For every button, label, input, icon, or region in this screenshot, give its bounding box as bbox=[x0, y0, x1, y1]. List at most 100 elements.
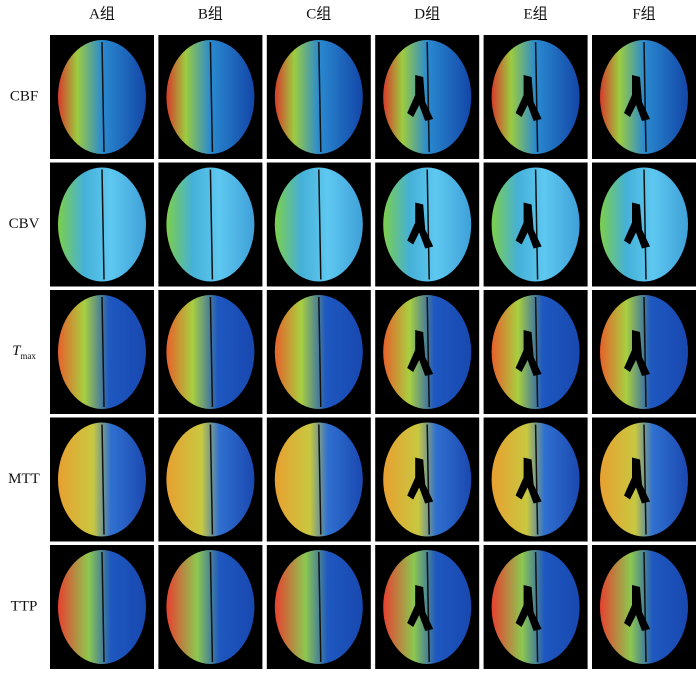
ventricle bbox=[624, 202, 650, 249]
midline bbox=[209, 296, 214, 408]
brain-map bbox=[375, 162, 480, 287]
midline bbox=[318, 551, 322, 663]
midline bbox=[534, 551, 539, 663]
brain-map bbox=[592, 290, 696, 414]
brain-map bbox=[483, 417, 588, 542]
brain-slice bbox=[58, 550, 146, 664]
brain-slice bbox=[58, 40, 146, 154]
brain-map bbox=[375, 290, 480, 414]
midline bbox=[101, 551, 105, 663]
brain-map bbox=[158, 162, 263, 287]
midline bbox=[643, 551, 647, 663]
ventricle bbox=[624, 585, 650, 631]
midline bbox=[101, 296, 105, 408]
midline bbox=[318, 424, 322, 535]
brain-slice bbox=[58, 422, 146, 537]
midline bbox=[534, 169, 539, 280]
brain-slice bbox=[58, 295, 146, 409]
midline bbox=[426, 551, 430, 663]
midline bbox=[101, 169, 105, 280]
brain-slice bbox=[274, 550, 363, 664]
brain-slice bbox=[600, 295, 688, 409]
midline bbox=[209, 169, 214, 280]
brain-slice bbox=[600, 40, 688, 154]
midline bbox=[534, 41, 539, 153]
brain-map bbox=[158, 417, 263, 542]
brain-map bbox=[483, 545, 588, 669]
midline bbox=[426, 169, 430, 280]
midline bbox=[426, 296, 430, 408]
brain-map bbox=[266, 417, 371, 542]
midline bbox=[318, 41, 322, 153]
brain-map bbox=[592, 162, 696, 287]
brain-slice bbox=[166, 550, 255, 664]
column-header: F组 bbox=[632, 5, 655, 22]
brain-slice bbox=[383, 40, 472, 154]
midline bbox=[534, 424, 539, 535]
brain-slice bbox=[383, 422, 472, 537]
brain-slice bbox=[166, 40, 255, 154]
ventricle bbox=[515, 585, 542, 631]
brain-slice bbox=[274, 422, 363, 537]
midline bbox=[426, 41, 430, 153]
brain-map bbox=[158, 545, 263, 669]
brain-slice bbox=[166, 422, 255, 537]
row-label: TTP bbox=[11, 598, 38, 614]
midline bbox=[101, 41, 105, 153]
midline bbox=[643, 296, 647, 408]
brain-map bbox=[50, 417, 154, 542]
brain-map bbox=[266, 35, 371, 159]
midline bbox=[643, 169, 647, 280]
ventricle bbox=[515, 202, 542, 249]
brain-slice bbox=[274, 167, 363, 282]
midline bbox=[209, 551, 214, 663]
brain-slice bbox=[274, 40, 363, 154]
column-header: C组 bbox=[306, 5, 331, 22]
ventricle bbox=[515, 330, 542, 376]
brain-slice bbox=[491, 550, 580, 664]
midline bbox=[643, 41, 647, 153]
brain-slice bbox=[383, 550, 472, 664]
brain-slice bbox=[600, 550, 688, 664]
ventricle bbox=[407, 585, 434, 631]
midline bbox=[209, 424, 214, 535]
row-label: Tmax bbox=[12, 343, 36, 361]
ventricle bbox=[407, 75, 434, 121]
midline bbox=[643, 424, 647, 535]
midline bbox=[534, 296, 539, 408]
brain-slice bbox=[383, 167, 472, 282]
ventricle bbox=[515, 75, 542, 121]
brain-map bbox=[50, 162, 154, 287]
ventricle bbox=[624, 75, 650, 121]
brain-slice bbox=[491, 167, 580, 282]
brain-slice bbox=[58, 167, 146, 282]
midline bbox=[426, 424, 430, 535]
column-header: D组 bbox=[414, 5, 440, 22]
brain-map bbox=[375, 417, 480, 542]
row-label: CBF bbox=[10, 88, 38, 104]
brain-map bbox=[592, 545, 696, 669]
ventricle bbox=[407, 457, 434, 504]
brain-slice bbox=[274, 295, 363, 409]
ventricle bbox=[515, 457, 542, 504]
row-label-sub: max bbox=[20, 351, 36, 361]
brain-map bbox=[375, 545, 480, 669]
ventricle bbox=[624, 330, 650, 376]
ventricle bbox=[624, 457, 650, 504]
row-label: CBV bbox=[9, 216, 40, 232]
column-header: B组 bbox=[198, 5, 223, 22]
brain-slice bbox=[491, 40, 580, 154]
brain-slice bbox=[600, 167, 688, 282]
midline bbox=[318, 296, 322, 408]
brain-slice bbox=[491, 422, 580, 537]
column-header: A组 bbox=[89, 5, 115, 22]
brain-map bbox=[50, 290, 154, 414]
brain-map bbox=[50, 545, 154, 669]
brain-slice bbox=[491, 295, 580, 409]
brain-map bbox=[483, 162, 588, 287]
midline bbox=[101, 424, 105, 535]
ventricle bbox=[407, 330, 434, 376]
brain-map bbox=[592, 417, 696, 542]
column-header: E组 bbox=[524, 5, 548, 22]
